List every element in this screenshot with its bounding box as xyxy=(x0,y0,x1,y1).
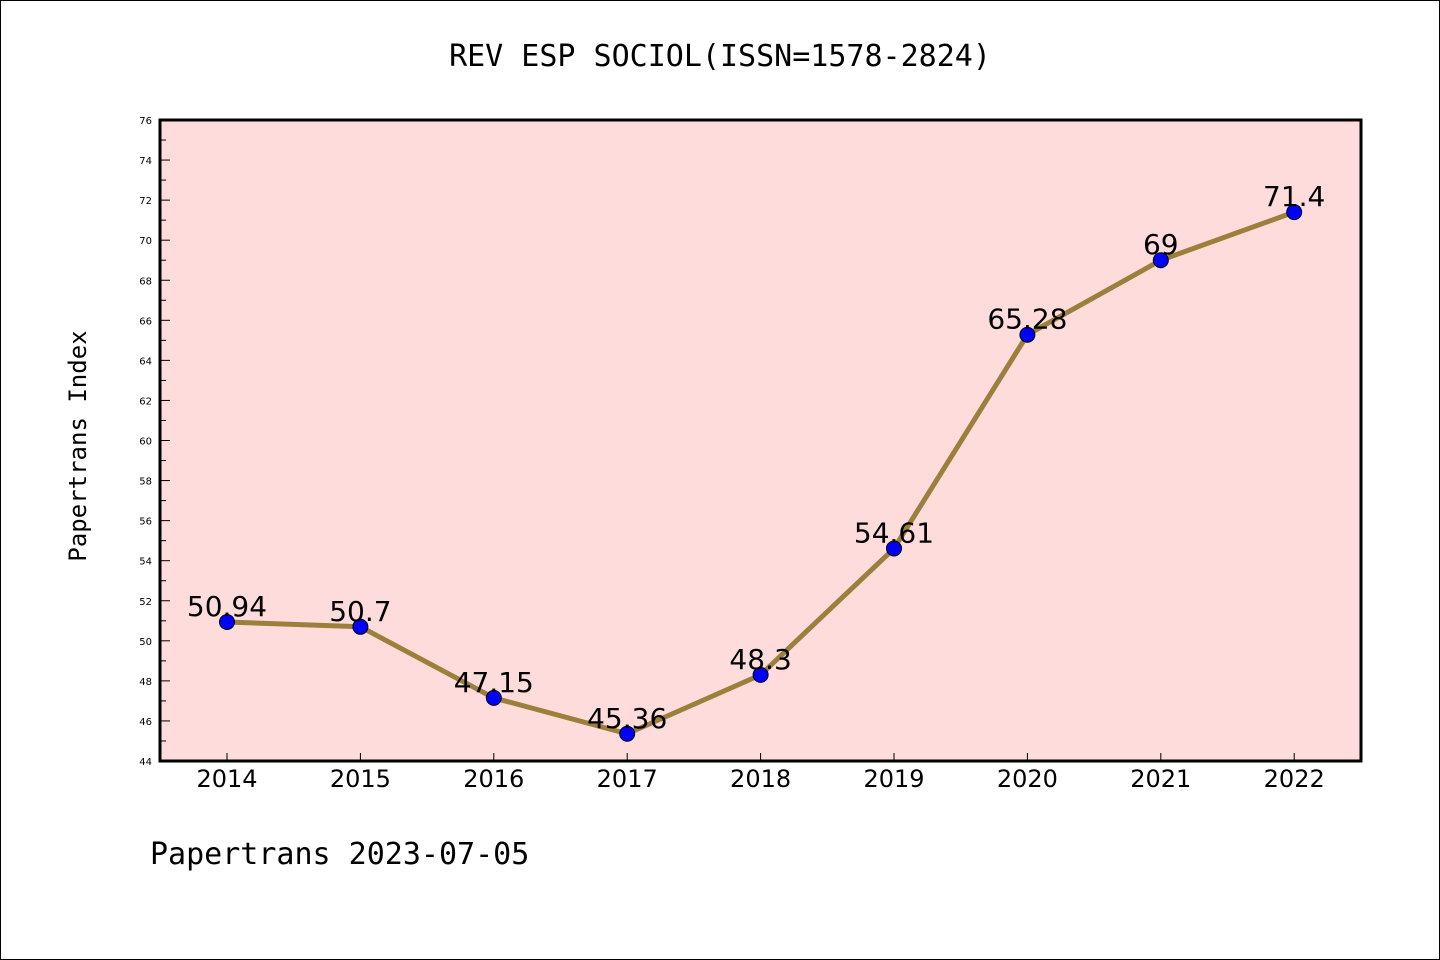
data-label: 50.7 xyxy=(329,595,391,628)
data-label: 45.36 xyxy=(587,702,667,735)
data-point xyxy=(619,725,636,742)
y-tick-label: 64 xyxy=(139,356,152,367)
y-tick-label: 76 xyxy=(139,116,152,127)
data-point xyxy=(1152,252,1169,269)
data-point xyxy=(1286,204,1303,221)
data-label: 48.3 xyxy=(729,643,791,676)
x-tick-label: 2021 xyxy=(1130,765,1191,793)
x-tick-label: 2022 xyxy=(1264,765,1325,793)
plot-area xyxy=(160,120,1361,761)
x-tick-label: 2017 xyxy=(597,765,658,793)
y-tick-label: 56 xyxy=(139,517,152,528)
data-label: 69 xyxy=(1143,228,1179,261)
data-label: 47.15 xyxy=(454,666,534,699)
data-point xyxy=(219,613,235,630)
data-point xyxy=(485,689,502,706)
data-label: 65.28 xyxy=(987,303,1067,336)
data-point xyxy=(352,618,369,635)
x-tick-label: 2019 xyxy=(863,765,924,793)
footer-text: Papertrans 2023-07-05 xyxy=(150,837,529,872)
data-label: 50.94 xyxy=(187,590,267,623)
x-tick-label: 2014 xyxy=(196,765,257,793)
y-tick-label: 68 xyxy=(139,276,152,287)
x-tick-label: 2015 xyxy=(330,765,391,793)
y-tick-label: 48 xyxy=(139,677,152,688)
y-tick-label: 66 xyxy=(139,316,152,327)
chart-title: REV ESP SOCIOL(ISSN=1578-2824) xyxy=(449,39,991,74)
y-tick-label: 46 xyxy=(139,717,152,728)
x-tick-label: 2018 xyxy=(730,765,791,793)
data-point xyxy=(752,666,769,683)
x-axis-ticks: 2014 2015 2016 2017 2018 2019 2020 2021 2022 xyxy=(196,753,1325,793)
y-tick-label: 72 xyxy=(139,196,152,207)
data-label: 71.4 xyxy=(1263,180,1325,213)
y-tick-label: 74 xyxy=(139,156,152,167)
y-tick-label: 60 xyxy=(139,437,152,448)
data-point xyxy=(1019,326,1036,343)
point-labels: 50.94 50.7 47.15 45.36 48.3 54.61 65.28 69 71.4 xyxy=(187,180,1325,735)
y-tick-label: 52 xyxy=(139,597,152,608)
x-tick-label: 2016 xyxy=(463,765,524,793)
y-tick-label: 44 xyxy=(139,757,152,768)
y-tick-label: 62 xyxy=(139,396,152,407)
y-tick-label: 58 xyxy=(139,477,152,488)
y-tick-label: 70 xyxy=(139,236,152,247)
series-points xyxy=(219,204,1303,742)
data-label: 54.61 xyxy=(854,516,934,549)
x-tick-label: 2020 xyxy=(997,765,1058,793)
y-tick-label: 54 xyxy=(139,557,152,568)
y-tick-label: 50 xyxy=(139,637,152,648)
data-point xyxy=(886,540,902,557)
y-axis-label: Papertrans Index xyxy=(64,330,92,561)
plot-border xyxy=(158,118,1363,763)
